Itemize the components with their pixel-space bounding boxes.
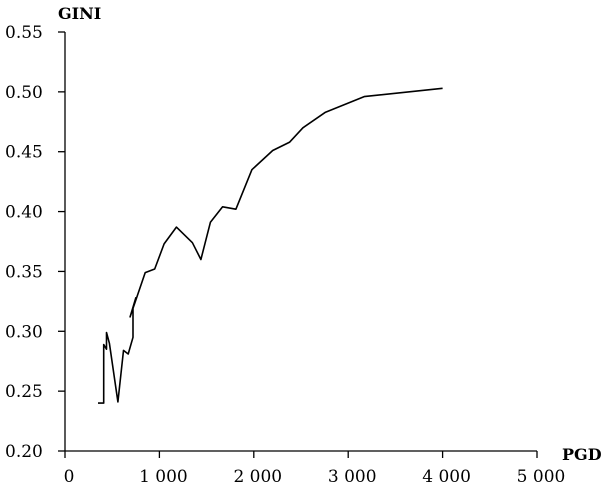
y-tick-label: 0.25 (5, 382, 43, 402)
x-axis-ticks: 0 1 000 2 000 3 000 4 000 5 000 (64, 451, 566, 487)
y-tick-label: 0.20 (5, 442, 43, 462)
x-tick-label: 3 000 (328, 467, 377, 487)
x-tick-label: 1 000 (139, 467, 188, 487)
y-tick-label: 0.50 (5, 83, 43, 103)
y-axis-title: GINI (58, 4, 101, 23)
axes (64, 32, 537, 452)
y-axis-ticks: 0.20 0.25 0.30 0.35 0.40 0.45 0.50 0.55 (5, 23, 65, 462)
x-axis-title: PGDP (562, 445, 601, 464)
y-tick-label: 0.30 (5, 322, 43, 342)
series-line (98, 87, 443, 404)
y-tick-label: 0.55 (5, 23, 43, 43)
x-tick-label: 4 000 (422, 467, 471, 487)
y-tick-label: 0.35 (5, 262, 43, 282)
y-tick-label: 0.40 (5, 203, 43, 223)
series-layer (98, 87, 443, 404)
x-tick-label: 5 000 (517, 467, 566, 487)
y-tick-label: 0.45 (5, 143, 43, 163)
x-tick-label: 2 000 (233, 467, 282, 487)
x-tick-label: 0 (64, 467, 75, 487)
